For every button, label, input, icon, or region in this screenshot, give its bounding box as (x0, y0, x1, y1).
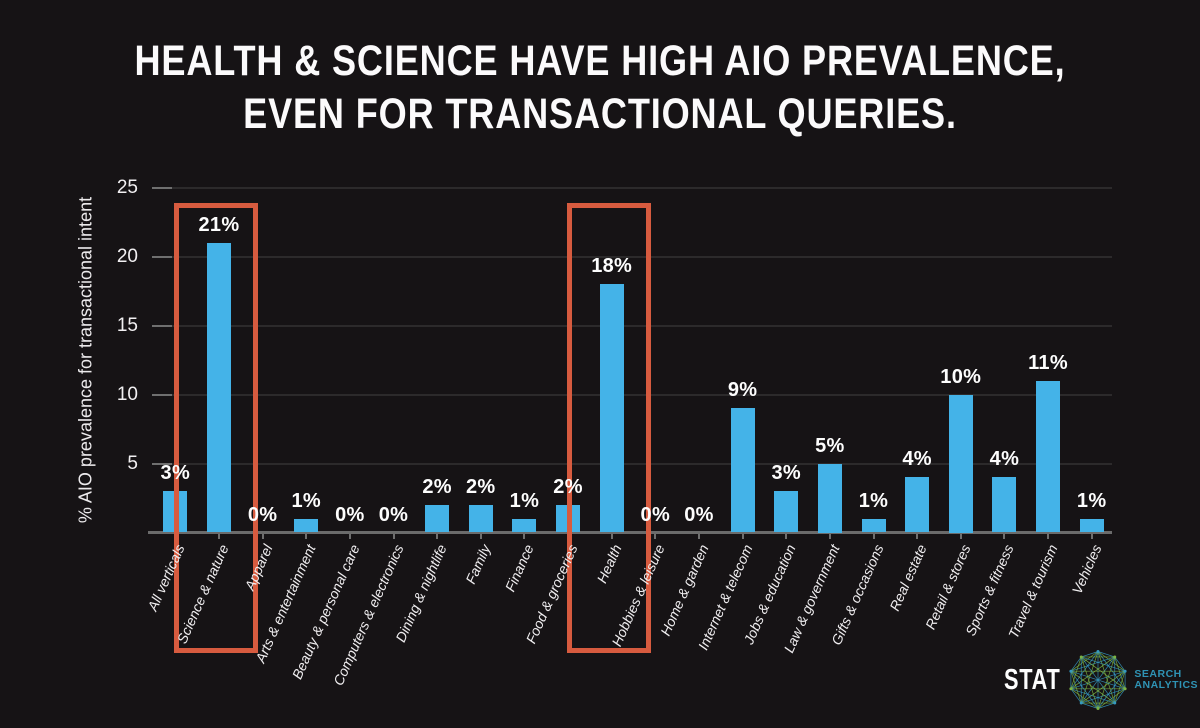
bar-value-label-arts-entertainment: 1% (291, 489, 321, 512)
bar-value-label-travel-tourism: 11% (1028, 351, 1068, 374)
bar-dining-nightlife (425, 504, 450, 533)
y-tick-label-15: 15 (116, 314, 138, 336)
bar-value-label-computers-electronics: 0% (378, 503, 409, 526)
x-tick-home-garden (697, 534, 700, 539)
chart-title-line-1: HEALTH & SCIENCE HAVE HIGH AIO PREVALENC… (134, 37, 1066, 85)
y-tick-10 (152, 393, 172, 396)
bar-value-label-apparel: 0% (247, 503, 278, 526)
x-axis-label-all-verticals: All verticals (144, 542, 188, 614)
bar-value-label-law-government: 5% (815, 434, 845, 457)
y-tick-25 (152, 186, 172, 189)
bar-science-nature (206, 242, 231, 533)
bar-travel-tourism (1036, 380, 1061, 533)
x-tick-finance (523, 534, 526, 539)
bar-value-label-home-garden: 0% (684, 503, 714, 526)
y-tick-label-5: 5 (127, 452, 138, 474)
bar-gifts-occasions (861, 518, 886, 533)
x-tick-vehicles (1090, 534, 1093, 539)
network-globe-icon (1069, 650, 1128, 710)
bar-value-label-internet-telecom: 9% (727, 379, 758, 402)
x-tick-health (610, 534, 613, 539)
x-tick-hobbies-leisure (654, 534, 657, 539)
bar-vehicles (1079, 518, 1104, 533)
bar-value-label-beauty-personal-care: 0% (335, 503, 365, 526)
x-tick-beauty-personal-care (348, 534, 351, 539)
x-tick-computers-electronics (392, 534, 395, 539)
bar-value-label-vehicles: 1% (1076, 489, 1107, 512)
x-axis-line (148, 531, 1112, 534)
x-tick-dining-nightlife (436, 534, 439, 539)
y-tick-20 (152, 255, 172, 258)
bar-retail-stores (948, 394, 973, 533)
bar-finance (512, 518, 537, 533)
gridline-20 (152, 255, 1112, 258)
bar-real-estate (905, 477, 930, 533)
bar-value-label-gifts-occasions: 1% (858, 489, 889, 512)
y-tick-label-20: 20 (116, 245, 138, 267)
logo-subtitle-line-2: ANALYTICS (1134, 679, 1199, 691)
bar-value-label-science-nature: 21% (198, 213, 240, 236)
bar-value-label-jobs-education: 3% (771, 462, 801, 485)
bar-value-label-retail-stores: 10% (940, 365, 982, 388)
bar-value-label-real-estate: 4% (902, 448, 932, 471)
bar-value-label-all-verticals: 3% (160, 462, 191, 485)
logo-subtitle: SEARCH ANALYTICS (1134, 667, 1199, 692)
y-tick-label-25: 25 (116, 176, 138, 198)
x-tick-real-estate (916, 534, 919, 539)
x-tick-sports-fitness (1003, 534, 1006, 539)
bar-health (599, 284, 624, 533)
y-tick-5 (152, 462, 172, 465)
bar-value-label-health: 18% (591, 255, 633, 278)
x-tick-gifts-occasions (872, 534, 875, 539)
x-tick-retail-stores (959, 534, 962, 539)
bar-law-government (817, 463, 842, 533)
y-tick-15 (152, 324, 172, 327)
gridline-15 (152, 324, 1112, 327)
bar-value-label-food-groceries: 2% (553, 475, 583, 498)
x-tick-science-nature (217, 534, 220, 539)
x-tick-arts-entertainment (305, 534, 308, 539)
bar-arts-entertainment (294, 518, 319, 533)
gridline-10 (152, 393, 1112, 396)
logo-stat-text: STAT (1004, 663, 1061, 696)
bar-value-label-finance: 1% (509, 489, 540, 512)
y-tick-label-10: 10 (116, 383, 138, 405)
bar-value-label-dining-nightlife: 2% (422, 475, 452, 498)
chart-title-line-2: EVEN FOR TRANSACTIONAL QUERIES. (243, 90, 957, 138)
x-tick-apparel (261, 534, 264, 539)
bar-value-label-sports-fitness: 4% (989, 448, 1020, 471)
highlight-box-health (566, 203, 651, 653)
chart-title: HEALTH & SCIENCE HAVE HIGH AIO PREVALENC… (96, 35, 1104, 141)
logo: STAT SEARCH ANALYTICS (1004, 646, 1198, 714)
logo-subtitle-line-1: SEARCH (1134, 667, 1182, 680)
bar-sports-fitness (992, 477, 1017, 533)
bar-family (468, 504, 493, 533)
x-tick-law-government (828, 534, 831, 539)
x-tick-internet-telecom (741, 534, 744, 539)
gridline-25 (152, 186, 1112, 189)
highlight-box-science-nature (173, 203, 258, 653)
x-tick-family (479, 534, 482, 539)
bar-value-label-hobbies-leisure: 0% (640, 503, 671, 526)
x-tick-jobs-education (785, 534, 788, 539)
bar-jobs-education (774, 491, 799, 533)
x-tick-travel-tourism (1047, 534, 1050, 539)
gridline-5 (152, 462, 1112, 465)
bar-value-label-family: 2% (466, 475, 496, 498)
bar-internet-telecom (730, 408, 755, 533)
